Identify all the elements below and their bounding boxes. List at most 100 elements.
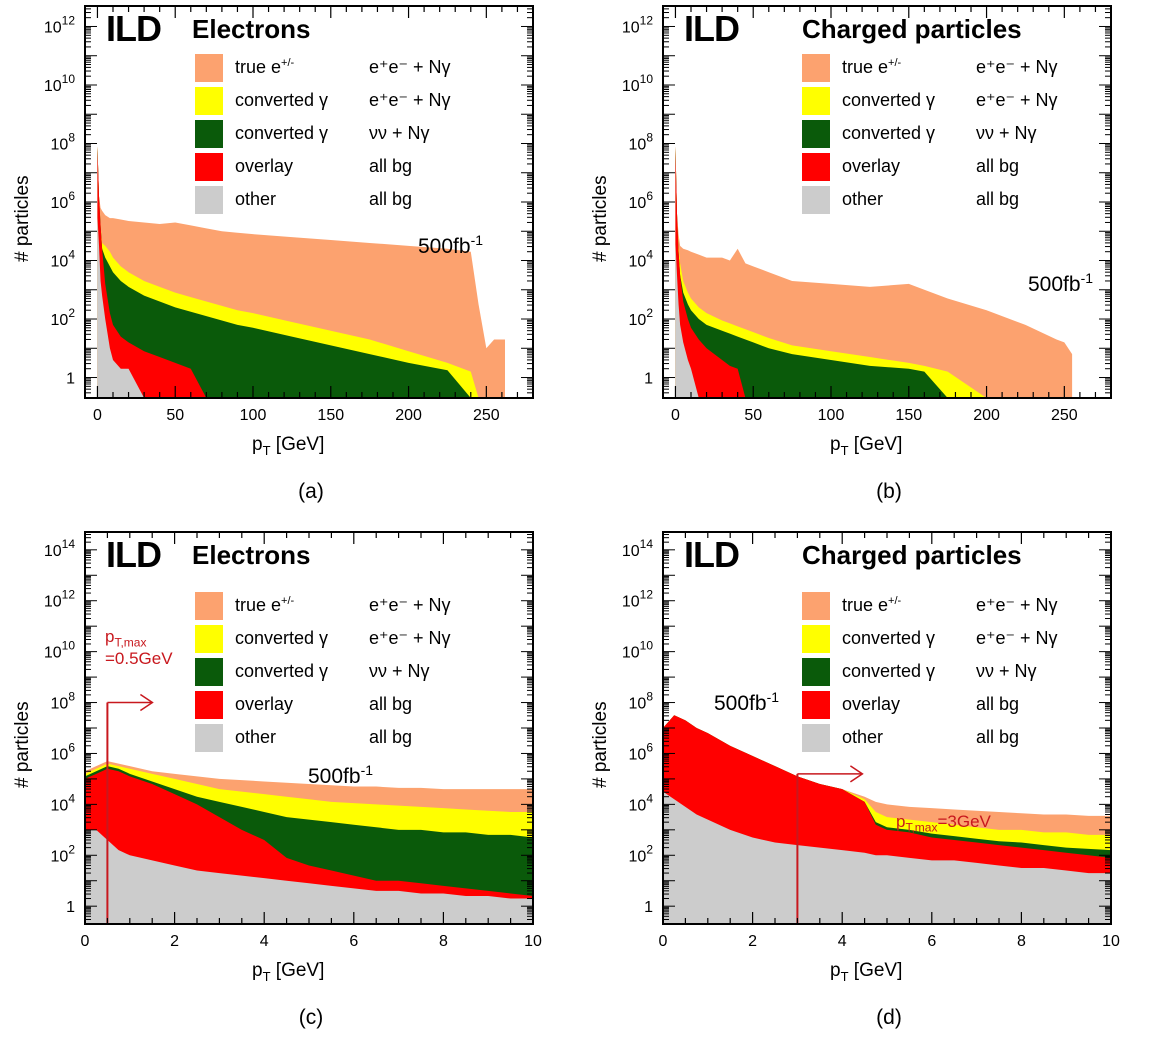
- legend-swatch: [195, 625, 223, 653]
- legend-swatch: [802, 186, 830, 214]
- x-tick-label: 0: [659, 933, 668, 950]
- y-tick-label: 108: [51, 130, 76, 153]
- legend-label: overlay: [235, 694, 293, 715]
- legend-swatch: [195, 120, 223, 148]
- legend-label-main: converted γ: [842, 628, 936, 648]
- y-tick-label: 108: [51, 690, 76, 713]
- subfigure-label: (c): [298, 1006, 324, 1029]
- series-area: [663, 791, 1111, 924]
- y-tick-label: 1012: [44, 588, 75, 611]
- x-tick-label: 250: [473, 407, 500, 424]
- x-axis-label-sub: T: [840, 968, 849, 984]
- plot-svg: 0 50 100 150 200 250 1 102 104 106 108 1010 1012: [44, 5, 534, 424]
- y-tick-label: 104: [629, 248, 654, 271]
- legend-label: converted γ: [235, 123, 328, 144]
- legend-swatch: [802, 658, 830, 686]
- legend-label-main: other: [235, 727, 277, 747]
- experiment-label: ILD: [684, 8, 740, 49]
- plot-svg: 0 50 100 150 200 250 1 102 104 106 108 1010 1012: [622, 5, 1112, 424]
- x-tick-label: 10: [524, 933, 542, 950]
- panel-title: Charged particles: [802, 14, 1022, 44]
- y-tick-label: 104: [51, 248, 76, 271]
- legend-swatch: [195, 153, 223, 181]
- luminosity-label: 500fb-1: [714, 689, 779, 716]
- y-tick-label: 106: [51, 740, 76, 763]
- legend-process: all bg: [369, 694, 413, 714]
- x-axis-label-unit: [GeV]: [270, 960, 325, 981]
- x-tick-label: 2: [170, 933, 179, 950]
- legend-process: all bg: [976, 694, 1020, 714]
- legend-process: e⁺e⁻ + Nγ: [369, 595, 451, 615]
- legend-label: converted γ: [842, 661, 935, 682]
- legend-swatch: [195, 186, 223, 214]
- x-tick-label: 6: [927, 933, 936, 950]
- y-tick-label: 102: [629, 306, 654, 329]
- legend-process: e⁺e⁻ + Nγ: [976, 57, 1058, 77]
- cut-annotation: pT,max=3GeV: [896, 812, 991, 834]
- legend-label-main: overlay: [842, 694, 901, 714]
- x-axis-label-sub: T: [262, 968, 271, 984]
- experiment-label: ILD: [684, 534, 740, 575]
- cut-arrow-head: [139, 693, 154, 712]
- y-tick-label: 102: [629, 842, 654, 865]
- y-tick-label: 104: [629, 791, 654, 814]
- plot-svg: 0 2 4 6 8 10 1 102 104 106 108 1010 1012 1014: [622, 531, 1120, 950]
- legend-label-main: other: [842, 189, 884, 209]
- y-axis-label: # particles: [590, 175, 611, 262]
- legend-label-sup: +/-: [281, 57, 295, 69]
- legend-swatch: [195, 54, 223, 82]
- x-tick-label: 8: [439, 933, 448, 950]
- legend-process: e⁺e⁻ + Nγ: [976, 628, 1058, 648]
- y-tick-label: 1010: [622, 72, 653, 95]
- legend-label-sup: +/-: [281, 595, 295, 607]
- y-tick-label: 108: [629, 130, 654, 153]
- y-tick-label: 1012: [44, 13, 75, 36]
- y-tick-label: 106: [51, 189, 76, 212]
- cut-annotation-main: p: [105, 627, 115, 646]
- x-tick-label: 150: [895, 407, 922, 424]
- legend-label-main: converted γ: [842, 90, 936, 110]
- y-tick-label: 1014: [44, 537, 75, 560]
- legend-swatch: [802, 87, 830, 115]
- x-tick-label: 200: [973, 407, 1000, 424]
- experiment-label: ILD: [106, 8, 162, 49]
- series-area: [97, 146, 505, 398]
- x-tick-label: 2: [748, 933, 757, 950]
- y-tick-label: 108: [629, 690, 654, 713]
- legend-process: all bg: [369, 189, 413, 209]
- x-axis-label: pT [GeV]: [830, 960, 902, 984]
- luminosity-exponent: -1: [470, 232, 484, 248]
- legend-label: other: [235, 189, 276, 210]
- legend-label: converted γ: [842, 628, 935, 649]
- legend-label: true e+/-: [235, 57, 294, 78]
- legend-label-sup: +/-: [888, 57, 902, 69]
- luminosity-value: 500fb: [1028, 273, 1081, 296]
- x-tick-label: 150: [317, 407, 344, 424]
- legend-label-main: true e: [235, 595, 282, 615]
- legend-label: true e+/-: [235, 595, 294, 616]
- y-tick-label: 1: [66, 899, 75, 916]
- panel-b: 0 50 100 150 200 250 1 102 104 106 108 1010 1012 # pa…: [578, 0, 1156, 526]
- x-tick-label: 8: [1017, 933, 1026, 950]
- series-area: [85, 829, 533, 924]
- legend-label-main: overlay: [235, 694, 294, 714]
- legend-swatch: [195, 691, 223, 719]
- x-tick-label: 0: [671, 407, 680, 424]
- legend-label-main: converted γ: [842, 661, 936, 681]
- legend-label-main: other: [235, 189, 277, 209]
- luminosity-exponent: -1: [360, 762, 374, 778]
- x-tick-label: 0: [93, 407, 102, 424]
- x-tick-label: 100: [240, 407, 267, 424]
- legend-process: e⁺e⁻ + Nγ: [369, 628, 451, 648]
- legend-label: converted γ: [235, 628, 328, 649]
- luminosity-label: 500fb-1: [308, 762, 373, 789]
- legend-label: converted γ: [235, 661, 328, 682]
- legend-process: e⁺e⁻ + Nγ: [976, 90, 1058, 110]
- luminosity-value: 500fb: [714, 692, 767, 715]
- legend-process: e⁺e⁻ + Nγ: [976, 595, 1058, 615]
- legend-swatch: [802, 153, 830, 181]
- y-tick-label: 106: [629, 189, 654, 212]
- legend-label: overlay: [842, 694, 900, 715]
- legend-label-main: converted γ: [842, 123, 936, 143]
- y-tick-label: 1: [644, 899, 653, 916]
